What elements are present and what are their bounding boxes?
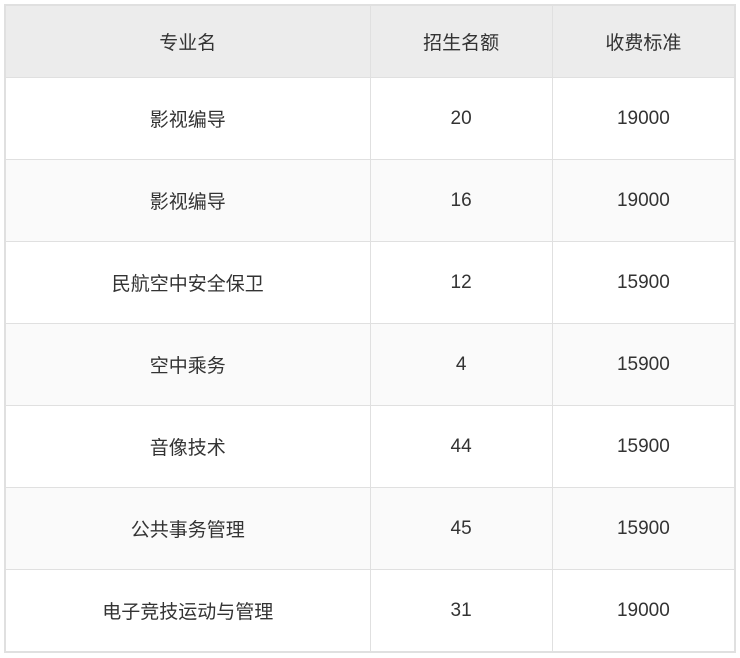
cell-quota: 31 [370,570,552,652]
cell-quota: 16 [370,160,552,242]
header-quota: 招生名额 [370,6,552,78]
table-body: 影视编导 20 19000 影视编导 16 19000 民航空中安全保卫 12 … [6,78,735,652]
table-row: 民航空中安全保卫 12 15900 [6,242,735,324]
table-row: 音像技术 44 15900 [6,406,735,488]
table-row: 公共事务管理 45 15900 [6,488,735,570]
cell-fee: 15900 [552,406,734,488]
cell-major: 电子竞技运动与管理 [6,570,371,652]
header-major: 专业名 [6,6,371,78]
cell-major: 影视编导 [6,160,371,242]
cell-major: 民航空中安全保卫 [6,242,371,324]
table-row: 影视编导 20 19000 [6,78,735,160]
table-header: 专业名 招生名额 收费标准 [6,6,735,78]
header-fee: 收费标准 [552,6,734,78]
cell-fee: 19000 [552,160,734,242]
cell-fee: 15900 [552,324,734,406]
cell-major: 影视编导 [6,78,371,160]
cell-quota: 44 [370,406,552,488]
cell-quota: 4 [370,324,552,406]
enrollment-table-container: 专业名 招生名额 收费标准 影视编导 20 19000 影视编导 16 1900… [4,4,736,653]
header-row: 专业名 招生名额 收费标准 [6,6,735,78]
table-row: 影视编导 16 19000 [6,160,735,242]
cell-major: 公共事务管理 [6,488,371,570]
cell-fee: 15900 [552,488,734,570]
table-row: 电子竞技运动与管理 31 19000 [6,570,735,652]
cell-fee: 15900 [552,242,734,324]
cell-major: 音像技术 [6,406,371,488]
cell-fee: 19000 [552,78,734,160]
cell-quota: 45 [370,488,552,570]
cell-major: 空中乘务 [6,324,371,406]
cell-quota: 20 [370,78,552,160]
enrollment-table: 专业名 招生名额 收费标准 影视编导 20 19000 影视编导 16 1900… [5,5,735,652]
table-row: 空中乘务 4 15900 [6,324,735,406]
cell-quota: 12 [370,242,552,324]
cell-fee: 19000 [552,570,734,652]
